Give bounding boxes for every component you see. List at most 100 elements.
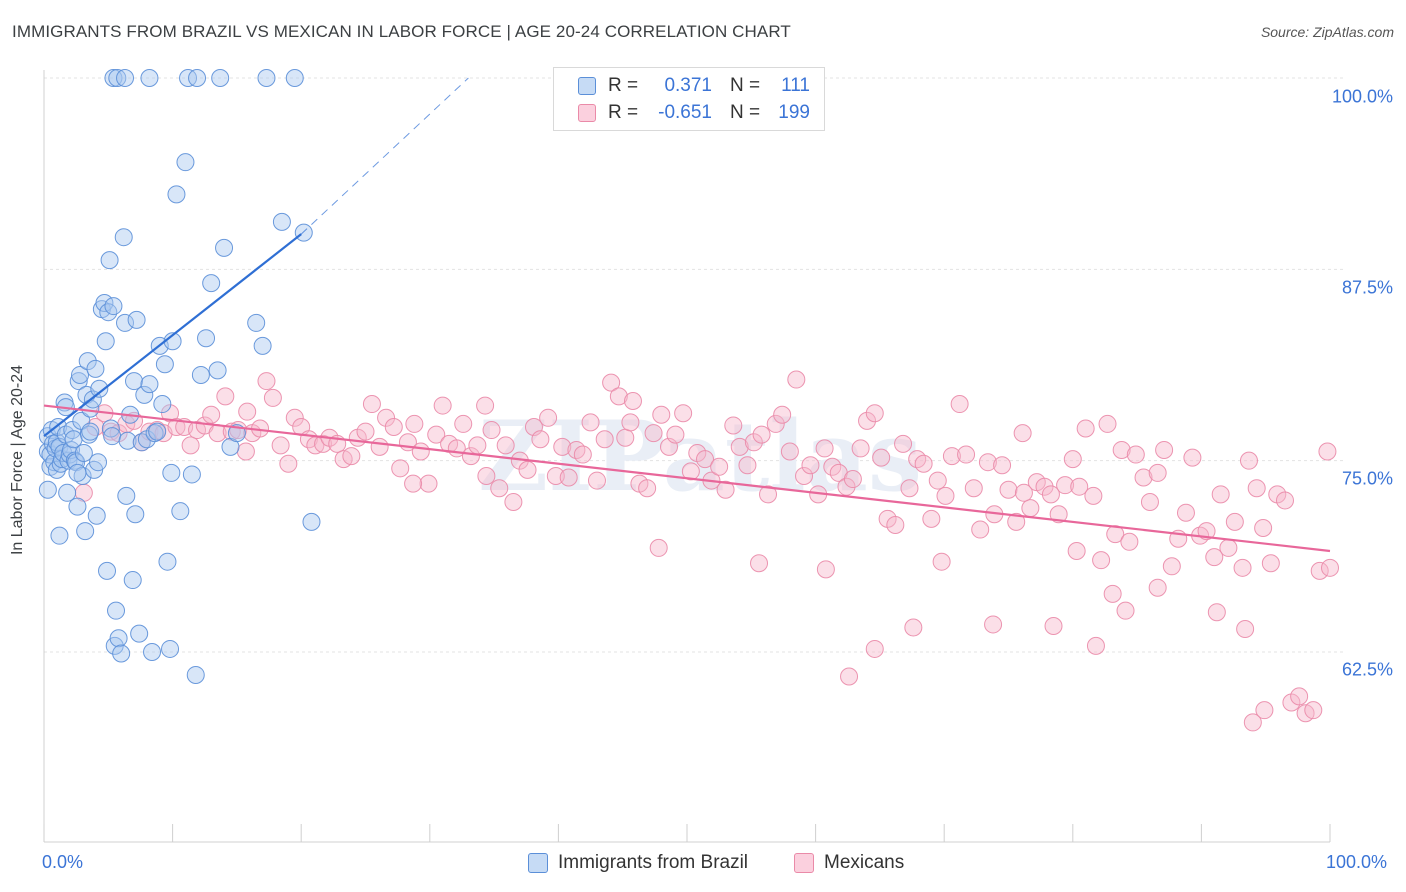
gridlines [44,77,1345,653]
mexicans-point [904,618,923,637]
mexicans-point [787,370,806,389]
mexicans-point [468,436,487,455]
mexicans-point [539,408,558,427]
mexicans-point [1255,701,1274,720]
mexicans-point [433,396,452,415]
mexicans-point [1243,713,1262,732]
mexicans-point [801,456,820,475]
mexicans-point [652,405,671,424]
mexicans-point [427,425,446,444]
mexicans-point [546,466,565,485]
mexicans-point [1044,616,1063,635]
mexicans-point [1290,687,1309,706]
mexicans-point [1035,477,1054,496]
mexicans-point [710,457,729,476]
brazil-point [135,385,154,404]
brazil-point [197,329,216,348]
brazil-trend-extension [300,77,469,235]
brazil-point [215,238,234,257]
watermark: ZIPatlas [478,400,922,513]
mexicans-point [236,442,255,461]
y-tick-100: 100.0% [1331,86,1393,107]
legend-swatch-mexicans [578,104,596,122]
mexicans-point [1304,701,1323,720]
mexicans-point [716,480,735,499]
mexicans-point [932,552,951,571]
mexicans-point [928,471,947,490]
mexicans-point [1076,419,1095,438]
source-label: Source: ZipAtlas.com [1260,24,1394,40]
mexicans-point [559,468,578,487]
mexicans-point [666,425,685,444]
mexicans-point [496,436,515,455]
mexicans-point [285,408,304,427]
brazil-point [100,251,119,270]
mexicans-point [567,440,586,459]
bottom-legend-label-brazil: Immigrants from Brazil [558,852,749,873]
brazil-point [50,526,69,545]
legend-n-value: 111 [781,75,810,96]
mexicans-point [999,480,1018,499]
brazil-point [188,69,207,87]
mexicans-point [752,425,771,444]
mexicans-trend-line [43,404,1331,553]
mexicans-point [1197,522,1216,541]
mexicans-point [1140,492,1159,511]
mexicans-point [1007,512,1026,531]
mexicans-point [750,554,769,573]
mexicans-point [238,402,257,421]
mexicans-point [780,442,799,461]
brazil-point [294,223,313,242]
brazil-point [118,431,137,450]
axes [43,70,1331,843]
mexicans-point [181,436,200,455]
mexicans-point [616,428,635,447]
mexicans-point [843,470,862,489]
mexicans-point [1211,485,1230,504]
mexicans-point [1086,636,1105,655]
mexicans-point [1098,414,1117,433]
brazil-points [38,69,321,684]
mexicans-point [1056,476,1075,495]
mexicans-point [1239,451,1258,470]
mexicans-point [595,430,614,449]
brazil-point [176,153,195,172]
mexicans-point [1162,557,1181,576]
brazil-point [162,463,181,482]
brazil-point [116,313,135,332]
mexicans-point [1233,558,1252,577]
brazil-point [98,561,117,580]
mexicans-point [1318,442,1337,461]
brazil-point [103,427,122,446]
brazil-point [86,359,105,378]
mexicans-point [362,395,381,414]
brazil-point [74,444,93,463]
brazil-point [140,69,159,87]
brazil-point [191,365,210,384]
mexicans-point [957,445,976,464]
mexicans-point [167,417,186,436]
brazil-point [96,332,115,351]
mexicans-point [476,396,495,415]
mexicans-point [370,437,389,456]
brazil-point [272,212,291,231]
mexicans-point [851,439,870,458]
mexicans-point [202,405,221,424]
mexicans-point [1275,491,1294,510]
y-tick-62-5: 62.5% [1341,659,1393,680]
brazil-point [153,395,172,414]
legend-row-brazil: R = 0.371 N = 111 [554,74,810,98]
brazil-point [73,466,92,485]
mexicans-point [900,479,919,498]
mexicans-point [681,462,700,481]
mexicans-point [1155,440,1174,459]
mexicans-point [1070,477,1089,496]
brazil-point [125,372,144,391]
brazil-point [148,422,167,441]
chart-title: IMMIGRANTS FROM BRAZIL VS MEXICAN IN LAB… [12,22,791,41]
legend-row-mexicans: R = -0.651 N = 199 [554,101,810,125]
brazil-point [87,506,106,525]
brazil-point [123,571,142,590]
mexicans-point [229,421,248,440]
brazil-point [69,372,88,391]
